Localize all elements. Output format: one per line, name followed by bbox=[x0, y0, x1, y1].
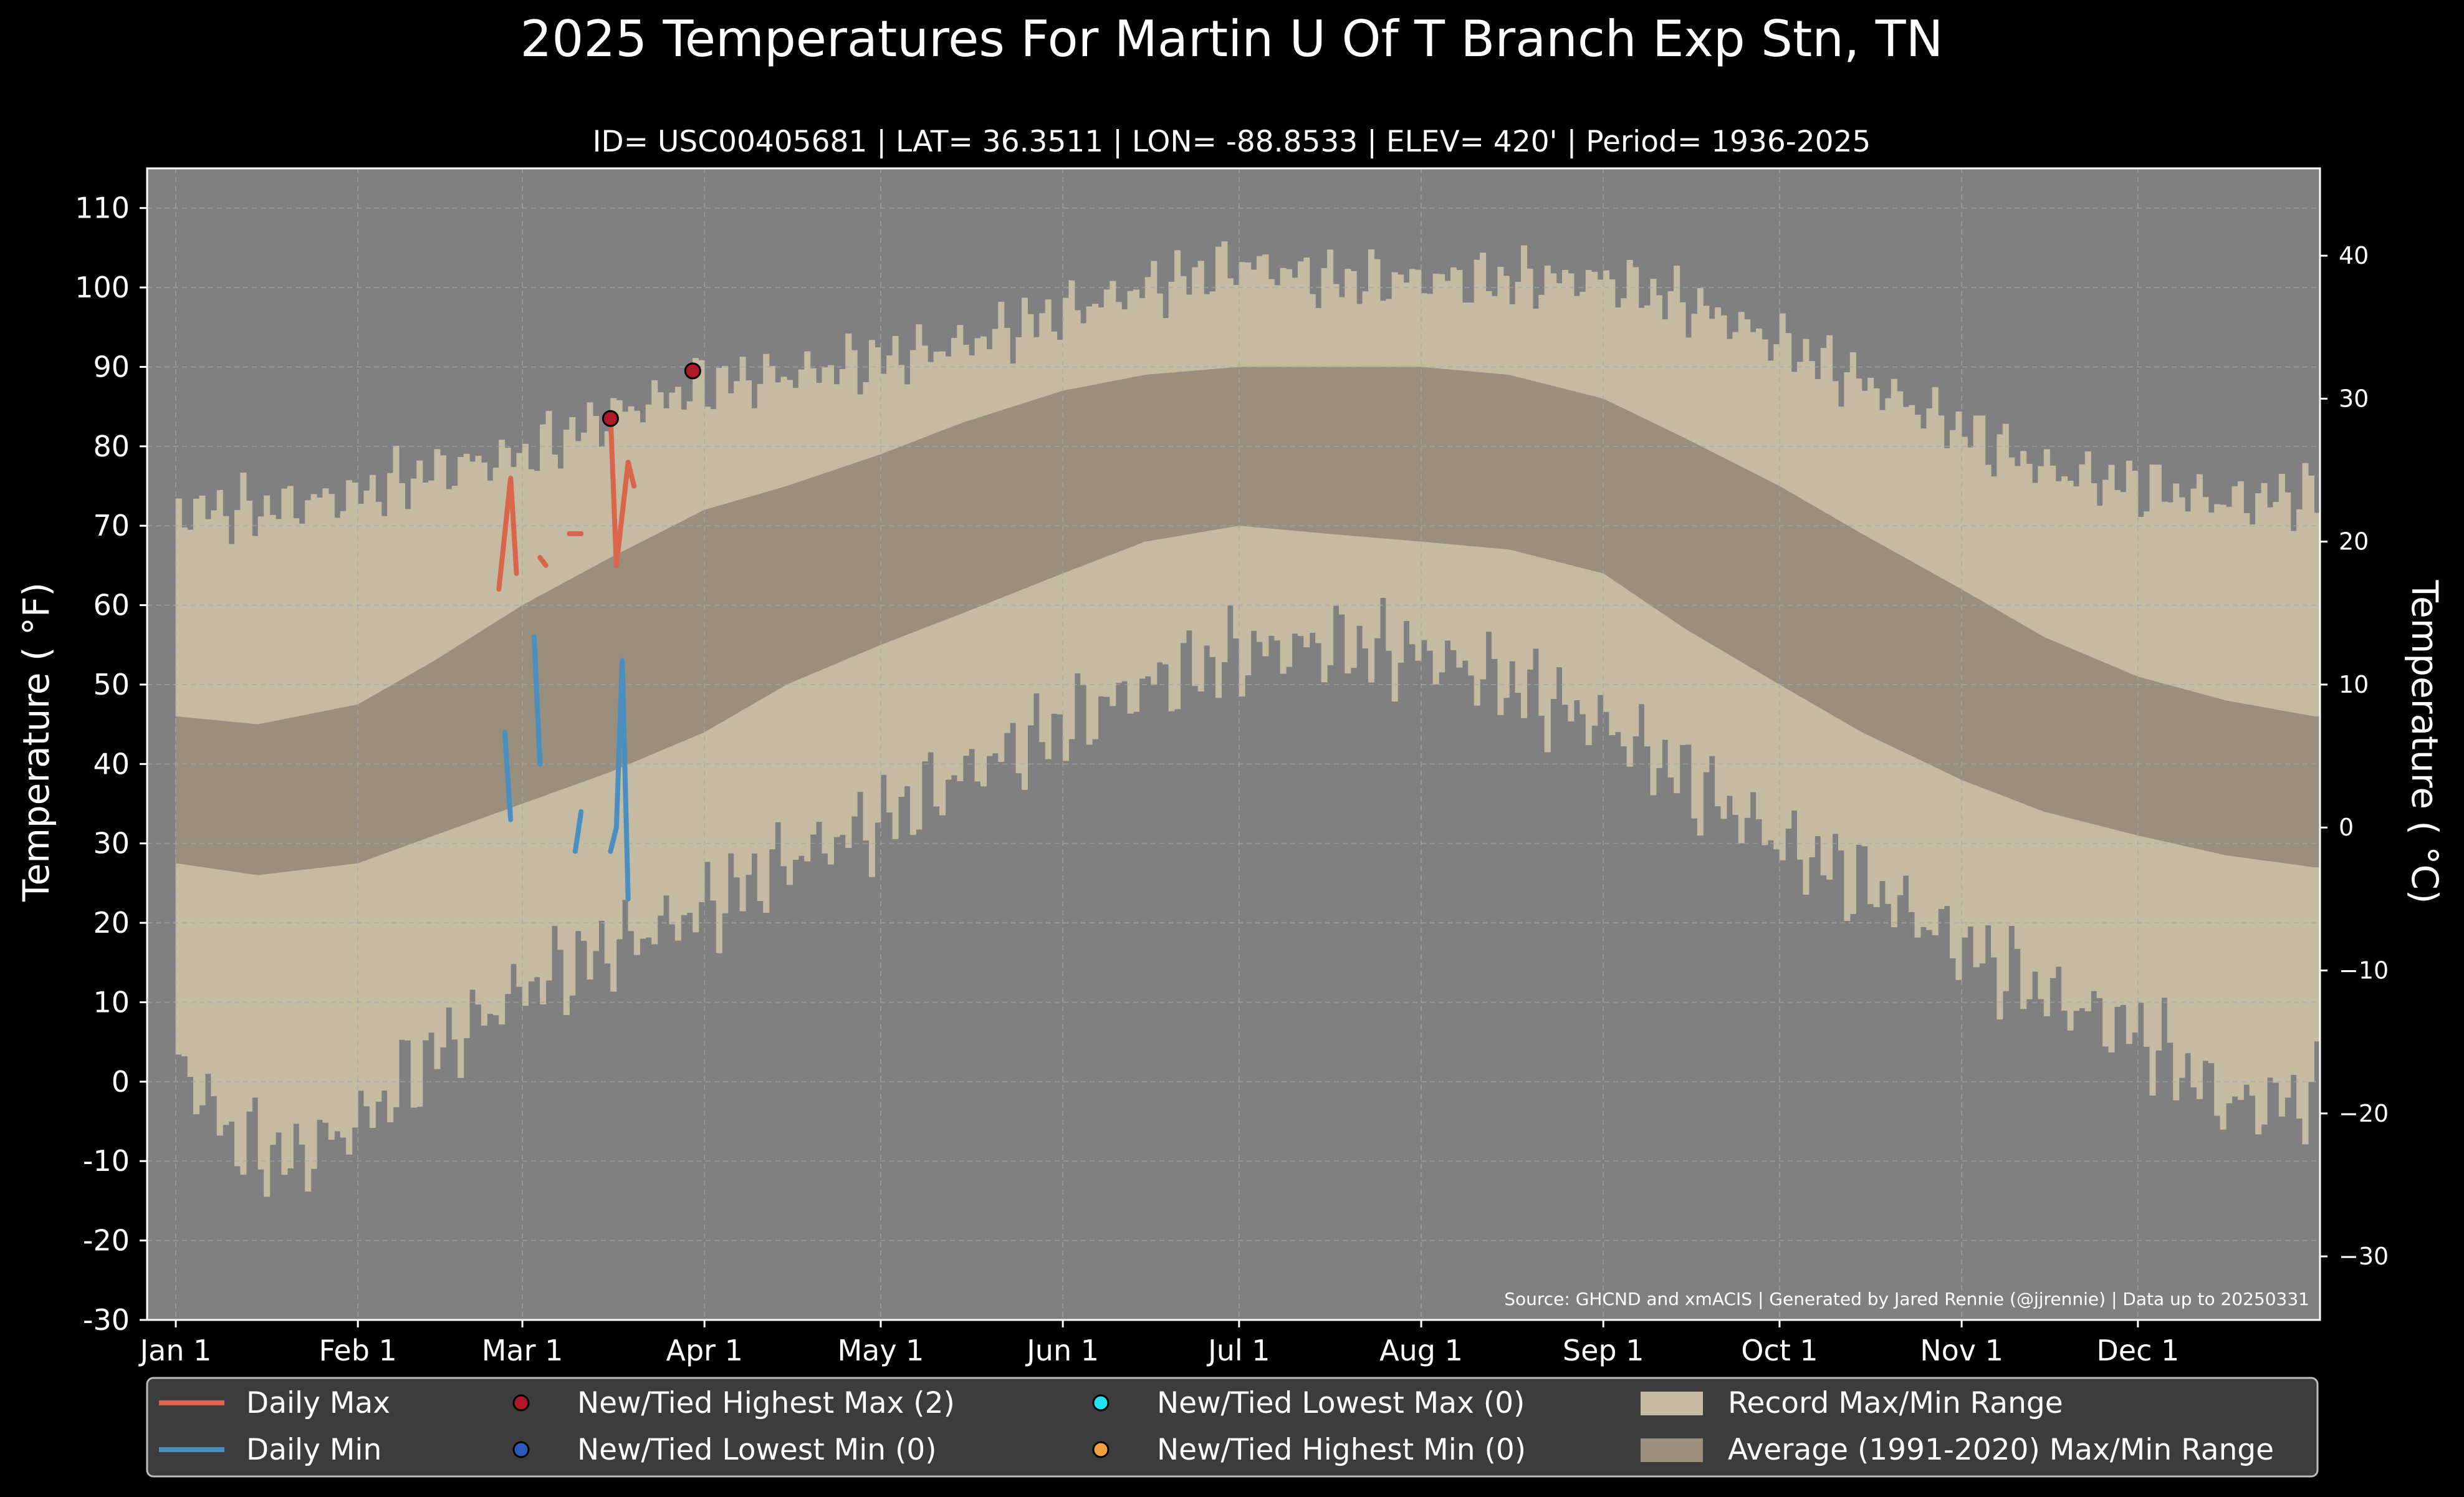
legend-marker-lowest-min bbox=[512, 1441, 530, 1458]
plot-frame bbox=[146, 167, 2321, 1321]
record-markers-highest_max bbox=[602, 362, 701, 427]
daily-min-series bbox=[502, 634, 631, 902]
y-tick-label: -10 bbox=[83, 1144, 130, 1178]
daily-max-series bbox=[496, 412, 637, 592]
legend-marker-highest-min bbox=[1092, 1441, 1110, 1458]
record-marker bbox=[684, 362, 701, 380]
legend-swatch-average-range bbox=[1641, 1438, 1703, 1462]
x-tick-label: Jul 1 bbox=[1206, 1334, 1270, 1367]
y-tick-label: 110 bbox=[75, 191, 130, 225]
y-tick-label-right: −10 bbox=[2339, 957, 2389, 984]
legend-marker-lowest-max bbox=[1092, 1394, 1110, 1412]
x-tick-label: Jan 1 bbox=[138, 1334, 212, 1367]
legend-label-highest-max: New/Tied Highest Max (2) bbox=[577, 1386, 955, 1420]
y-tick-label-right: 30 bbox=[2339, 385, 2369, 412]
y-tick-label: 0 bbox=[112, 1065, 130, 1099]
left-axis: -30 -20 -10 0 10 20 30 40 50 60 70 80 90 100 110 bbox=[75, 191, 147, 1337]
series-line-segment bbox=[531, 634, 543, 767]
legend-box bbox=[146, 1377, 2319, 1478]
legend-marker-highest-max bbox=[512, 1394, 530, 1412]
y-axis-label-left: Temperature ( °F) bbox=[15, 582, 57, 902]
legend: Daily Max Daily Min New/Tied Highest Max… bbox=[146, 1377, 2319, 1478]
y-tick-label: 20 bbox=[93, 906, 130, 940]
x-tick-label: May 1 bbox=[837, 1334, 924, 1367]
series-line-segment bbox=[537, 555, 549, 568]
series-line-segment bbox=[572, 809, 584, 854]
y-tick-label: 50 bbox=[93, 668, 130, 701]
x-tick-label: Oct 1 bbox=[1741, 1334, 1818, 1367]
x-tick-label: Mar 1 bbox=[482, 1334, 563, 1367]
y-tick-label-right: 0 bbox=[2339, 814, 2354, 841]
y-tick-label: -30 bbox=[83, 1303, 130, 1337]
y-tick-label: 100 bbox=[75, 271, 130, 304]
series-line-segment bbox=[502, 729, 514, 822]
legend-label-lowest-max: New/Tied Lowest Max (0) bbox=[1157, 1386, 1525, 1420]
legend-label-daily-max: Daily Max bbox=[246, 1386, 390, 1420]
x-tick-label: Feb 1 bbox=[319, 1334, 396, 1367]
chart-title: 2025 Temperatures For Martin U Of T Bran… bbox=[520, 10, 1944, 68]
x-tick-label: Apr 1 bbox=[666, 1334, 742, 1367]
legend-label-record-range: Record Max/Min Range bbox=[1728, 1386, 2063, 1420]
right-axis: −30 −20 −10 0 10 20 30 40 bbox=[2320, 242, 2389, 1270]
x-tick-label: Jun 1 bbox=[1025, 1334, 1099, 1367]
x-tick-label: Dec 1 bbox=[2096, 1334, 2179, 1367]
x-tick-label: Nov 1 bbox=[1920, 1334, 2003, 1367]
series-line-segment bbox=[496, 475, 519, 592]
plot-area bbox=[146, 167, 2321, 1321]
x-axis: Jan 1 Feb 1 Mar 1 Apr 1 May 1 Jun 1 Jul 1 Aug 1… bbox=[138, 1320, 2179, 1367]
series-line-segment bbox=[608, 658, 631, 902]
legend-label-daily-min: Daily Min bbox=[246, 1433, 381, 1467]
y-tick-label-right: 10 bbox=[2339, 671, 2369, 698]
record-marker bbox=[602, 410, 619, 427]
y-tick-label-right: 20 bbox=[2339, 528, 2369, 556]
average-range-area bbox=[176, 367, 2320, 875]
y-tick-label: 10 bbox=[93, 985, 130, 1019]
x-tick-label: Sep 1 bbox=[1563, 1334, 1644, 1367]
y-tick-label: 40 bbox=[93, 747, 130, 781]
y-axis-label-right: Temperature ( °C) bbox=[2404, 579, 2446, 903]
legend-label-average-range: Average (1991-2020) Max/Min Range bbox=[1728, 1433, 2274, 1467]
y-tick-label-right: 40 bbox=[2339, 242, 2369, 269]
y-tick-label: 90 bbox=[93, 350, 130, 383]
legend-swatch-record-range bbox=[1641, 1392, 1703, 1415]
y-tick-label: 80 bbox=[93, 430, 130, 463]
y-tick-label: 30 bbox=[93, 827, 130, 860]
y-tick-label: 70 bbox=[93, 509, 130, 542]
legend-label-highest-min: New/Tied Highest Min (0) bbox=[1157, 1433, 1526, 1467]
grid bbox=[147, 168, 2320, 1321]
legend-label-lowest-min: New/Tied Lowest Min (0) bbox=[577, 1433, 937, 1467]
chart-subtitle: ID= USC00405681 | LAT= 36.3511 | LON= -8… bbox=[593, 125, 1871, 159]
y-tick-label-right: −30 bbox=[2339, 1243, 2389, 1270]
y-tick-label-right: −20 bbox=[2339, 1100, 2389, 1127]
average-range-band bbox=[176, 367, 2320, 875]
x-tick-label: Aug 1 bbox=[1379, 1334, 1463, 1367]
y-tick-label: -20 bbox=[83, 1224, 130, 1258]
series-line-segment bbox=[608, 412, 637, 568]
source-note: Source: GHCND and xmACIS | Generated by … bbox=[1504, 1289, 2309, 1309]
y-tick-label: 60 bbox=[93, 589, 130, 622]
